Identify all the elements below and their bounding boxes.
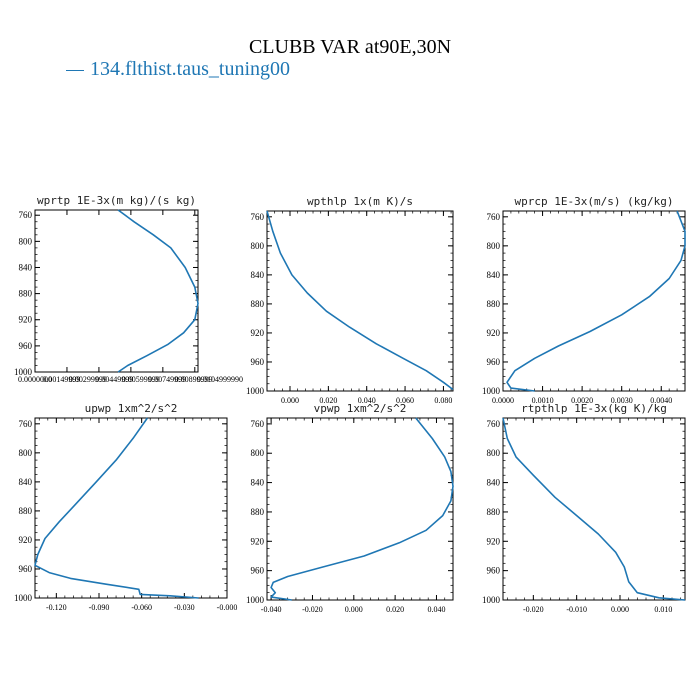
x-tick-label: 0.0040 [650, 396, 672, 405]
legend: 134.flthist.taus_tuning00 [66, 58, 290, 81]
series-line [266, 210, 454, 391]
y-tick-label: 760 [251, 212, 265, 222]
y-tick-label: 920 [19, 535, 33, 545]
x-tick-label: 0.0000 [492, 396, 514, 405]
panel-title: vpwp 1xm^2/s^2 [314, 402, 407, 415]
y-tick-label: 840 [487, 478, 501, 488]
y-tick-label: 920 [19, 315, 33, 325]
y-tick-label: 960 [251, 566, 265, 576]
y-tick-label: 1000 [14, 367, 33, 377]
panel-frame [34, 417, 228, 599]
y-tick-label: 880 [19, 506, 33, 516]
panel-title: wpthlp 1x(m K)/s [307, 195, 413, 208]
y-tick-label: 960 [487, 566, 501, 576]
x-tick-label: 0.0010 [532, 396, 554, 405]
y-tick-label: 760 [19, 210, 33, 220]
x-tick-label: 0.060 [396, 396, 414, 405]
y-tick-label: 1000 [482, 595, 501, 605]
x-tick-label: -0.020 [523, 605, 544, 614]
y-tick-label: 800 [19, 236, 33, 246]
x-tick-label: 0.080 [434, 396, 452, 405]
y-tick-label: 840 [251, 478, 265, 488]
series-line [117, 209, 199, 373]
x-tick-label: 0.020 [319, 396, 337, 405]
y-tick-label: 840 [19, 477, 33, 487]
y-tick-label: 1000 [482, 386, 501, 396]
panel-frame [502, 210, 686, 392]
x-tick-label: 0.00149999 [42, 375, 80, 384]
y-tick-label: 920 [251, 536, 265, 546]
panel-frame [266, 210, 454, 392]
y-tick-label: 880 [487, 299, 501, 309]
y-tick-label: 800 [487, 241, 501, 251]
x-tick-label: 0.000 [345, 605, 363, 614]
x-tick-label: 0.000 [611, 605, 629, 614]
y-tick-label: 1000 [246, 386, 265, 396]
x-tick-label: 0.00749999 [148, 375, 186, 384]
y-tick-label: 760 [251, 419, 265, 429]
y-tick-label: 840 [487, 270, 501, 280]
x-tick-label: 0.040 [358, 396, 376, 405]
panel-title: wprcp 1E-3x(m/s) (kg/kg) [515, 195, 674, 208]
series-line [34, 417, 199, 599]
x-tick-label: 0.00599999 [122, 375, 160, 384]
panel-title: rtpthlp 1E-3x(kg K)/kg [521, 402, 667, 415]
figure-title: CLUBB VAR at90E,30N [248, 36, 452, 58]
y-tick-label: 880 [487, 507, 501, 517]
panel-frame [266, 417, 454, 601]
y-tick-label: 880 [251, 507, 265, 517]
legend-line-swatch [66, 69, 84, 71]
series-line [502, 417, 686, 601]
x-tick-label: -0.000 [217, 603, 238, 612]
y-tick-label: 960 [19, 564, 33, 574]
y-tick-label: 800 [251, 241, 265, 251]
y-tick-label: 920 [251, 328, 265, 338]
series-line [506, 210, 686, 392]
x-tick-label: -0.090 [89, 603, 110, 612]
y-tick-label: 880 [251, 299, 265, 309]
x-tick-label: -0.040 [261, 605, 282, 614]
x-tick-label: -0.060 [131, 603, 152, 612]
x-tick-label: 0.00449999 [95, 375, 133, 384]
y-tick-label: 800 [487, 448, 501, 458]
y-tick-label: 760 [19, 419, 33, 429]
x-tick-label: 0.020 [386, 605, 404, 614]
y-tick-label: 1000 [14, 593, 33, 603]
x-tick-label: -0.010 [566, 605, 587, 614]
x-tick-label: 0.000 [281, 396, 299, 405]
x-tick-label: 0.00299999 [69, 375, 107, 384]
x-tick-label: 0.0000000 [18, 375, 52, 384]
x-tick-label: -0.020 [302, 605, 323, 614]
y-tick-label: 800 [19, 448, 33, 458]
y-tick-label: 840 [251, 270, 265, 280]
x-tick-label: 0.00899999 [175, 375, 213, 384]
y-tick-label: 960 [487, 357, 501, 367]
y-tick-label: 920 [487, 328, 501, 338]
y-tick-label: 880 [19, 289, 33, 299]
y-tick-label: 920 [487, 536, 501, 546]
y-tick-label: 1000 [246, 595, 265, 605]
y-tick-label: 840 [19, 262, 33, 272]
x-tick-label: 0.010 [654, 605, 672, 614]
x-tick-label: 0.0020 [571, 396, 593, 405]
panel-title: wprtp 1E-3x(m kg)/(s kg) [37, 194, 196, 207]
y-tick-label: 760 [487, 419, 501, 429]
panel-title: upwp 1xm^2/s^2 [85, 402, 178, 415]
x-tick-label: 0.040 [427, 605, 445, 614]
panel-frame [34, 209, 199, 373]
x-tick-label: 0.0030 [611, 396, 633, 405]
legend-label: 134.flthist.taus_tuning00 [90, 58, 290, 80]
y-tick-label: 960 [251, 357, 265, 367]
x-tick-label: 0.0104999990 [197, 375, 243, 384]
y-tick-label: 800 [251, 448, 265, 458]
x-tick-label: -0.120 [46, 603, 67, 612]
y-tick-label: 760 [487, 212, 501, 222]
panel-frame [502, 417, 686, 601]
y-tick-label: 960 [19, 341, 33, 351]
x-tick-label: -0.030 [174, 603, 195, 612]
series-line [270, 417, 454, 601]
